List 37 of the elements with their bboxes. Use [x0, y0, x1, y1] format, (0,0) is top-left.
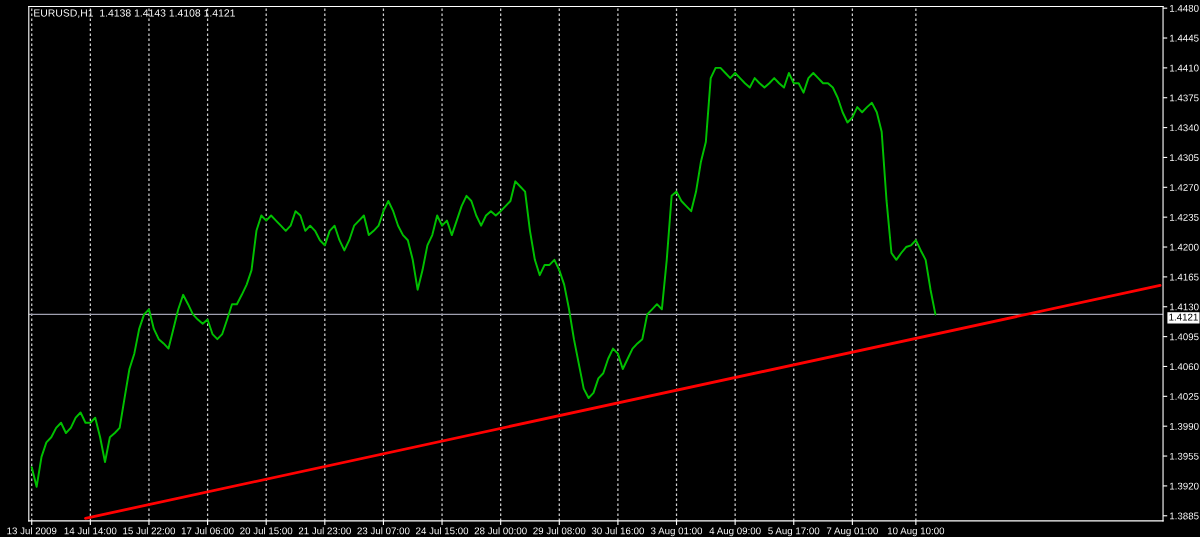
y-tick-label: 1.4410 — [1170, 64, 1199, 72]
x-tick-label: 5 Aug 17:00 — [768, 527, 820, 537]
x-tick-label: 29 Jul 08:00 — [533, 527, 586, 535]
y-tick-label: 1.4480 — [1170, 4, 1199, 12]
ref-line-label: 1.4121 — [1169, 313, 1198, 321]
y-tick-label: 1.3990 — [1170, 422, 1199, 430]
x-tick-label: 30 Jul 16:00 — [591, 527, 645, 535]
x-tick-label: 3 Aug 01:00 — [650, 527, 703, 537]
x-tick-label: 14 Jul 14:00 — [64, 527, 117, 535]
x-tick-label: 10 Aug 10:00 — [887, 527, 945, 537]
x-tick-label: 28 Jul 00:00 — [474, 527, 527, 535]
y-tick-label: 1.4025 — [1170, 393, 1199, 400]
x-tick-label: 7 Aug 01:00 — [826, 527, 878, 537]
x-tick-label: 23 Jul 07:00 — [357, 527, 410, 535]
y-tick-label: 1.4130 — [1170, 303, 1199, 311]
x-tick-label: 13 Jul 2009 — [7, 527, 57, 535]
y-tick-label: 1.4165 — [1170, 273, 1199, 281]
y-tick-label: 1.4270 — [1170, 184, 1199, 191]
y-tick-label: 1.4095 — [1170, 333, 1199, 341]
y-tick-label: 1.4375 — [1170, 94, 1199, 102]
x-tick-label: 21 Jul 23:00 — [298, 527, 351, 535]
line-series — [30, 66, 937, 488]
x-tick-label: 17 Jul 06:00 — [181, 527, 234, 535]
y-tick-label: 1.4305 — [1170, 154, 1199, 162]
y-tick-label: 1.3885 — [1170, 512, 1199, 520]
x-tick-label: 4 Aug 09:00 — [709, 527, 761, 537]
y-tick-label: 1.4235 — [1170, 213, 1199, 221]
y-tick-label: 1.3920 — [1170, 482, 1199, 490]
y-tick-label: 1.4445 — [1170, 34, 1199, 42]
x-tick-label: 15 Jul 22:00 — [123, 527, 176, 535]
chart-title: EURUSD,H1 1.4138 1.4143 1.4108 1.4121 — [34, 9, 235, 18]
y-tick-label: 1.4200 — [1170, 243, 1199, 251]
x-tick-label: 20 Jul 15:00 — [240, 527, 293, 535]
y-tick-label: 1.4060 — [1170, 363, 1199, 371]
y-tick-label: 1.4340 — [1170, 124, 1199, 132]
y-tick-label: 1.3955 — [1170, 452, 1199, 460]
x-tick-label: 24 Jul 15:00 — [416, 527, 469, 535]
